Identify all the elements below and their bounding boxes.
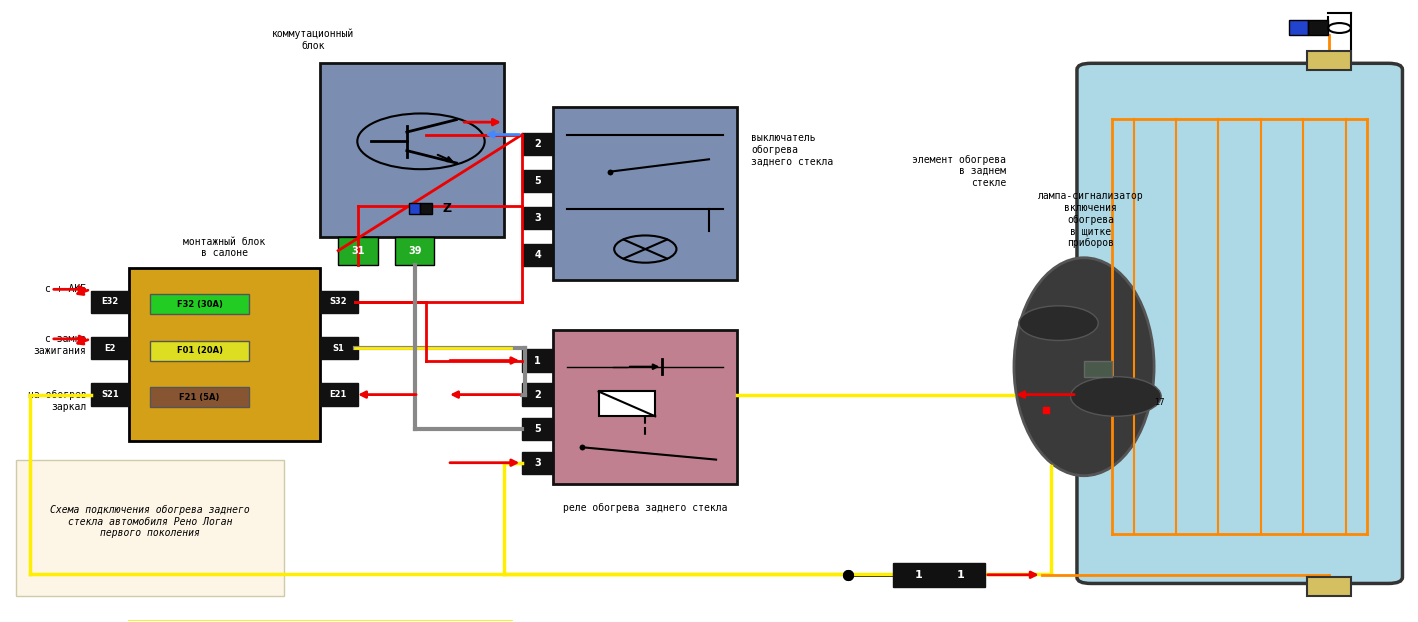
Text: 1: 1 [957,570,964,580]
Text: монтажный блок
в салоне: монтажный блок в салоне [183,237,265,258]
Text: реле обогрева заднего стекла: реле обогрева заднего стекла [563,503,727,513]
FancyBboxPatch shape [320,63,503,237]
Text: лампа-сигнализатор
включения
обогрева
в щитке
приборов: лампа-сигнализатор включения обогрева в … [1038,191,1143,248]
FancyBboxPatch shape [150,341,250,361]
FancyBboxPatch shape [522,207,553,230]
FancyBboxPatch shape [522,170,553,192]
Text: Z: Z [442,202,452,215]
Text: 17: 17 [1154,398,1164,407]
Text: S32: S32 [329,297,347,306]
FancyBboxPatch shape [522,452,553,474]
Text: с замка
зажигания: с замка зажигания [34,334,86,356]
Text: 4: 4 [535,250,542,260]
FancyBboxPatch shape [91,290,129,313]
FancyBboxPatch shape [522,350,553,372]
Text: 1: 1 [535,356,542,366]
Text: коммутационный
блок: коммутационный блок [272,29,354,51]
FancyBboxPatch shape [320,337,357,360]
Text: 5: 5 [535,176,542,186]
Text: 5: 5 [535,424,542,434]
Text: элемент обогрева
в заднем
стекле: элемент обогрева в заднем стекле [912,154,1007,188]
Text: E2: E2 [105,343,116,353]
Text: 1: 1 [915,570,922,580]
FancyBboxPatch shape [522,244,553,266]
Text: выключатель
обогрева
заднего стекла: выключатель обогрева заднего стекла [752,133,834,167]
FancyBboxPatch shape [1076,63,1402,583]
FancyBboxPatch shape [1083,361,1112,377]
Text: на обогрев
заркал: на обогрев заркал [27,390,86,412]
FancyBboxPatch shape [522,132,553,155]
Text: 31: 31 [352,246,364,256]
Circle shape [1020,306,1098,340]
Text: 2: 2 [535,389,542,399]
FancyBboxPatch shape [394,237,434,264]
FancyBboxPatch shape [91,383,129,406]
FancyBboxPatch shape [420,203,431,215]
FancyBboxPatch shape [553,106,737,280]
Text: 3: 3 [535,458,542,468]
Text: Схема подключения обогрева заднего
стекла автомобиля Рено Логан
первого поколени: Схема подключения обогрева заднего стекл… [50,505,250,538]
FancyBboxPatch shape [320,383,357,406]
Text: S21: S21 [102,390,119,399]
FancyBboxPatch shape [91,337,129,360]
FancyBboxPatch shape [320,290,357,313]
FancyBboxPatch shape [1309,20,1329,35]
Text: с + АКБ: с + АКБ [45,284,86,294]
FancyBboxPatch shape [522,417,553,440]
Text: 3: 3 [535,213,542,223]
FancyBboxPatch shape [150,294,250,314]
FancyBboxPatch shape [553,330,737,485]
FancyBboxPatch shape [339,237,377,264]
FancyBboxPatch shape [893,563,986,587]
FancyBboxPatch shape [598,391,655,416]
Circle shape [1071,377,1161,416]
Text: S1: S1 [332,343,345,353]
Text: F01 (20A): F01 (20A) [176,346,223,355]
FancyBboxPatch shape [1289,20,1309,35]
Text: 39: 39 [408,246,421,256]
Text: F21 (5A): F21 (5A) [179,392,220,402]
Text: 2: 2 [535,139,542,149]
FancyBboxPatch shape [129,267,320,441]
FancyBboxPatch shape [408,203,420,215]
Ellipse shape [1014,258,1154,476]
FancyBboxPatch shape [522,383,553,406]
FancyBboxPatch shape [150,387,250,407]
Text: E32: E32 [102,297,119,306]
FancyBboxPatch shape [16,460,285,596]
Text: E21: E21 [329,390,347,399]
Text: F32 (30A): F32 (30A) [177,300,223,309]
